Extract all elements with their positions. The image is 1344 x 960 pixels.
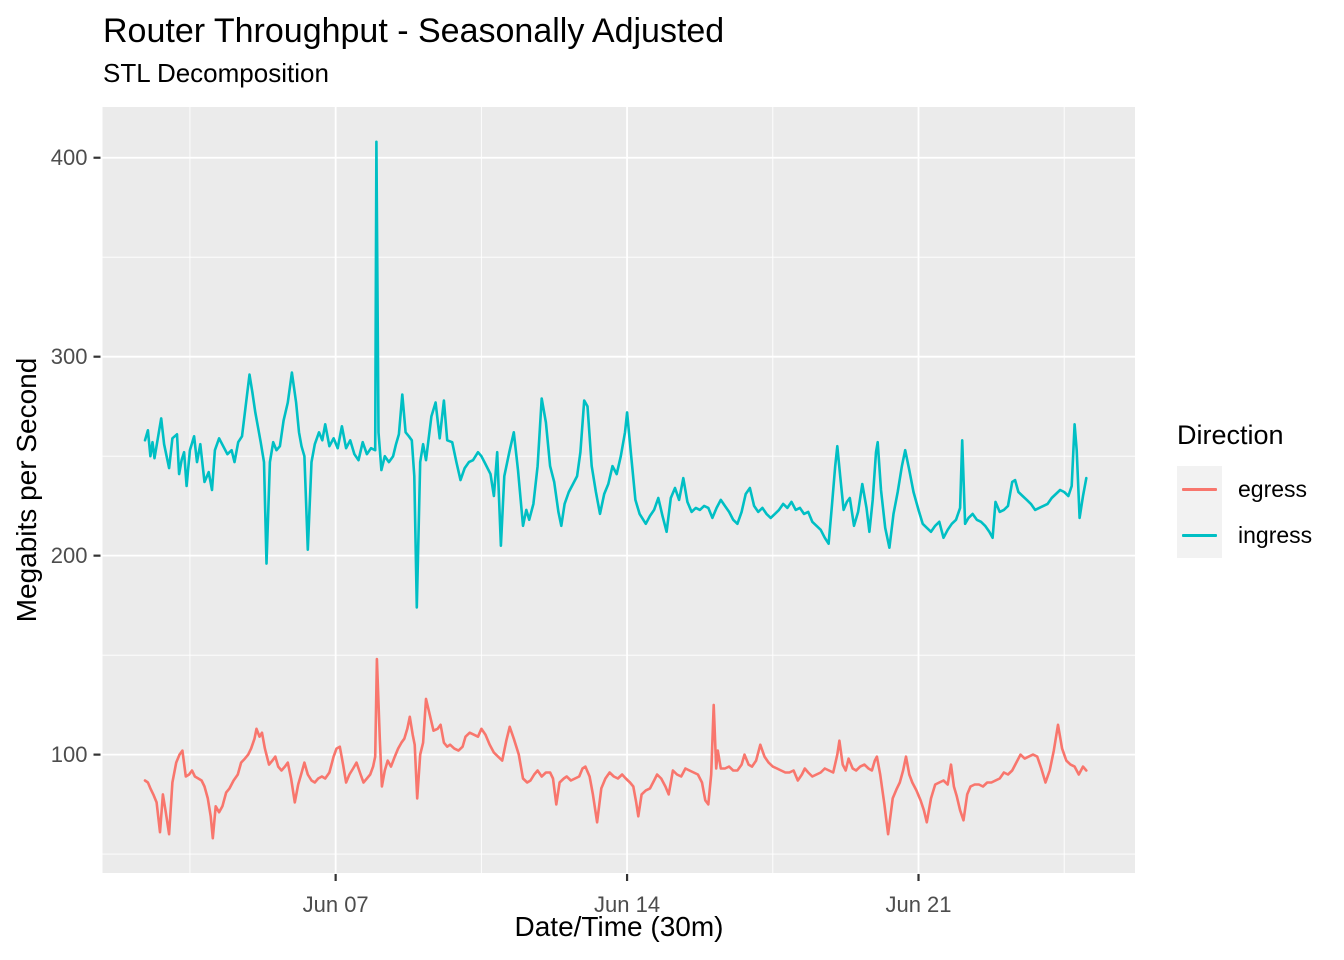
y-axis-title: Megabits per Second <box>11 357 42 623</box>
plot-subtitle: STL Decomposition <box>103 58 329 88</box>
legend-key-egress <box>1177 466 1222 512</box>
x-axis-title: Date/Time (30m) <box>514 911 724 942</box>
ingress-line-swatch-icon <box>1182 533 1217 537</box>
y-tick-label: 200 <box>51 543 88 568</box>
plot-panel <box>102 107 1135 873</box>
legend-key-ingress <box>1177 512 1222 558</box>
page-title: Router Throughput - Seasonally Adjusted <box>103 12 725 50</box>
y-tick-label: 400 <box>51 145 88 170</box>
legend: Direction egress ingress <box>1177 420 1312 558</box>
series-line-egress <box>143 657 1088 840</box>
x-tick-label: Jun 14 <box>594 892 660 917</box>
legend-item-egress: egress <box>1177 466 1312 512</box>
legend-label-ingress: ingress <box>1238 521 1313 548</box>
legend-title: Direction <box>1177 420 1284 450</box>
series-line-ingress <box>143 140 1088 609</box>
y-tick-label: 100 <box>51 742 88 767</box>
y-tick-label: 300 <box>51 344 88 369</box>
egress-line-swatch-icon <box>1182 487 1217 491</box>
legend-item-ingress: ingress <box>1177 512 1312 558</box>
legend-label-egress: egress <box>1238 475 1308 502</box>
x-tick-label: Jun 21 <box>885 892 951 917</box>
x-tick-label: Jun 07 <box>303 892 369 917</box>
